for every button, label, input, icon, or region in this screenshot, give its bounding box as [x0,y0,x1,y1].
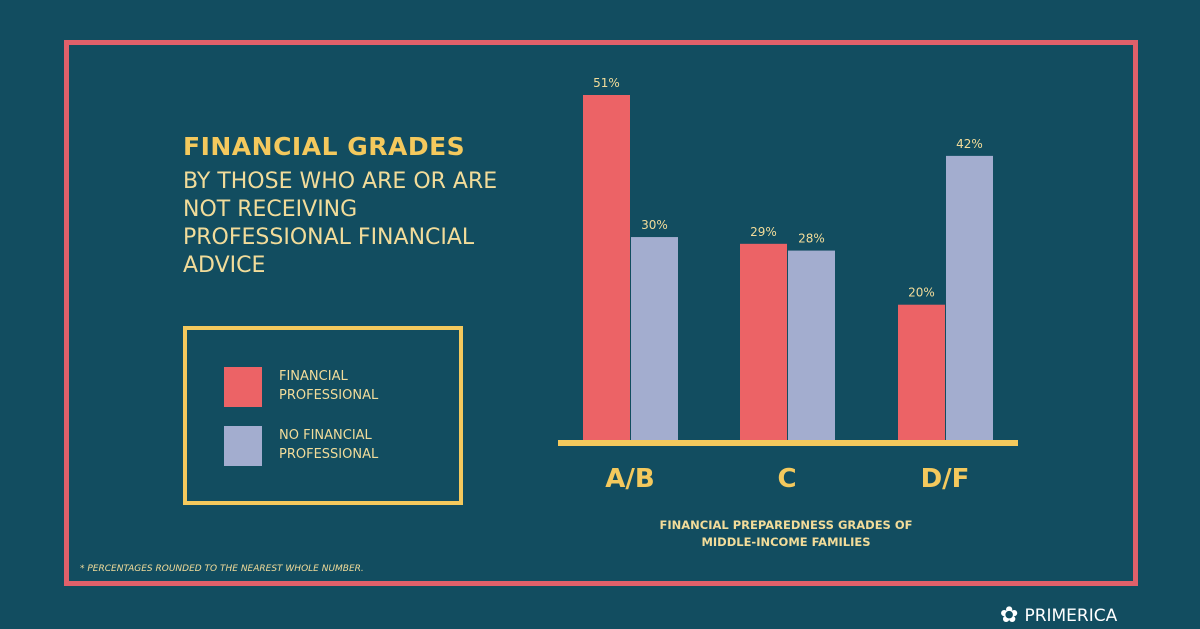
legend-label-financial-professional: FINANCIAL PROFESSIONAL [279,369,379,403]
data-label: 28% [798,232,825,246]
legend-label-no-financial-professional: NO FINANCIAL PROFESSIONAL [279,428,379,462]
footnote: * PERCENTAGES ROUNDED TO THE NEAREST WHO… [80,564,364,574]
data-label: 29% [750,225,777,239]
bar-C-0 [740,243,787,440]
x-axis-title: MIDDLE-INCOME FAMILIES [701,535,870,549]
data-label: 51% [593,76,620,90]
chart-subtitle: BY THOSE WHO ARE OR ARE NOT RECEIVING PR… [183,169,498,278]
primerica-logo: ✿ PRIMERICA [1000,603,1117,628]
bar-A/B-0 [583,95,630,440]
legend: FINANCIAL PROFESSIONAL NO FINANCIAL PROF… [183,326,463,505]
chart-title: FINANCIAL GRADES [183,132,466,161]
bar-A/B-1 [631,237,678,440]
x-tick-label: D/F [921,464,970,494]
legend-swatch-no-financial-professional [224,426,262,466]
frame-border [64,40,1138,586]
bar-C-1 [788,250,835,440]
brand-name: PRIMERICA [1024,605,1118,626]
bar-D/F-0 [898,304,945,440]
bar-D/F-1 [946,155,993,440]
x-axis-title: FINANCIAL PREPAREDNESS GRADES OF [660,518,913,532]
x-tick-label: A/B [605,464,654,494]
legend-swatch-financial-professional [224,367,262,407]
x-axis-line [558,440,1018,446]
data-label: 20% [908,286,935,300]
data-label: 30% [641,218,668,232]
logo-icon: ✿ [1000,603,1019,628]
data-label: 42% [956,137,983,151]
x-tick-label: C [777,464,796,494]
